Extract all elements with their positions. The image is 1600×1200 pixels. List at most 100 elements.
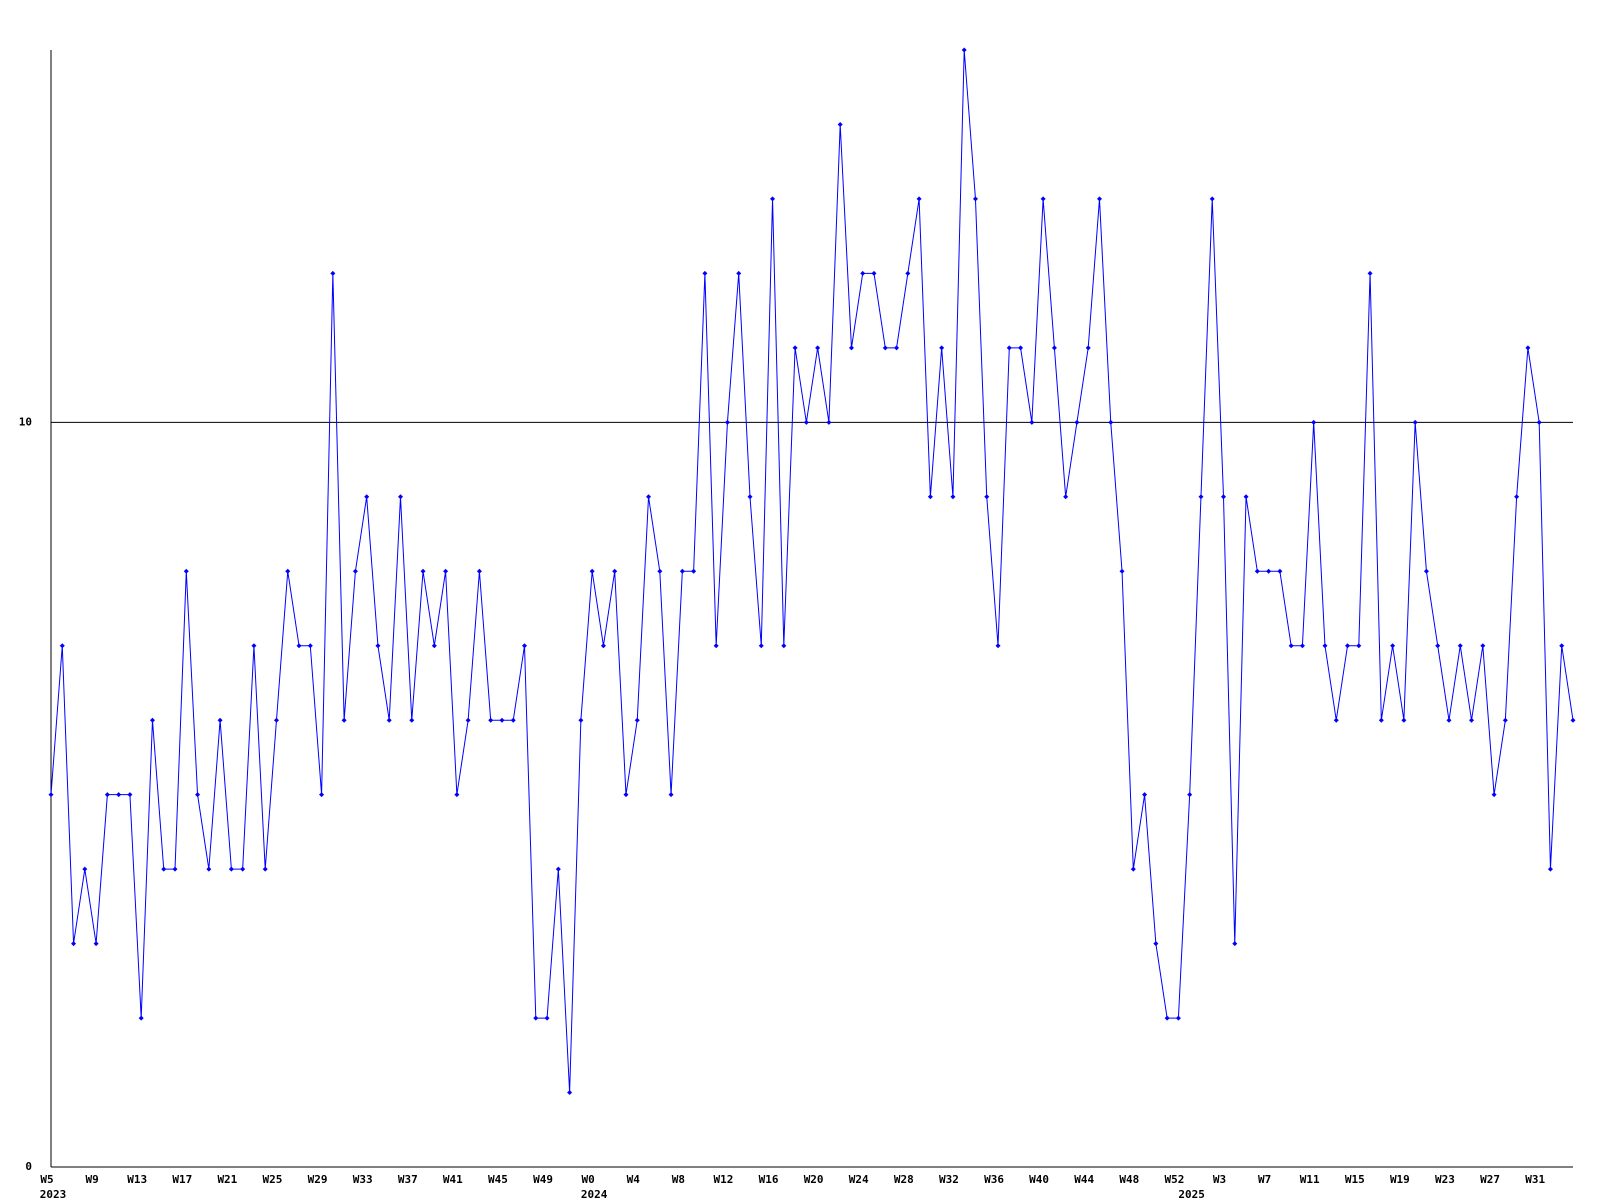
data-point (82, 866, 88, 872)
data-point (1051, 345, 1057, 351)
x-tick-label: W29 (308, 1173, 328, 1186)
x-tick-label: W7 (1258, 1173, 1271, 1186)
data-point (1142, 792, 1148, 798)
data-point (1322, 643, 1328, 649)
data-point (1367, 270, 1373, 276)
data-point (1525, 345, 1531, 351)
data-point (544, 1015, 550, 1021)
data-point (1446, 717, 1452, 723)
x-tick-label: W15 (1345, 1173, 1365, 1186)
data-point (1085, 345, 1091, 351)
data-point (1299, 643, 1305, 649)
x-tick-label: W31 (1525, 1173, 1545, 1186)
data-point (375, 643, 381, 649)
data-point (488, 717, 494, 723)
data-point (916, 196, 922, 202)
data-point (1119, 568, 1125, 574)
x-tick-label: W5 (40, 1173, 53, 1186)
data-point (826, 419, 832, 425)
data-point (815, 345, 821, 351)
data-point (59, 643, 65, 649)
data-point (431, 643, 437, 649)
x-tick-label: W32 (939, 1173, 959, 1186)
data-point (736, 270, 742, 276)
data-point (1153, 941, 1159, 947)
data-point (1277, 568, 1283, 574)
x-tick-label: W36 (984, 1173, 1004, 1186)
data-point (894, 345, 900, 351)
x-tick-label: W20 (804, 1173, 824, 1186)
data-point (848, 345, 854, 351)
data-point (724, 419, 730, 425)
data-point (296, 643, 302, 649)
data-point (1480, 643, 1486, 649)
data-point (972, 196, 978, 202)
data-point (1254, 568, 1260, 574)
data-point (927, 494, 933, 500)
x-tick-label: W16 (759, 1173, 779, 1186)
data-point (443, 568, 449, 574)
data-point (939, 345, 945, 351)
data-point (341, 717, 347, 723)
year-label: 2024 (581, 1188, 608, 1200)
data-point (837, 121, 843, 127)
data-point (319, 792, 325, 798)
x-tick-label: W40 (1029, 1173, 1049, 1186)
y-tick-label: 0 (25, 1160, 32, 1173)
data-point (781, 643, 787, 649)
x-tick-label: W24 (849, 1173, 869, 1186)
year-label: 2025 (1178, 1188, 1205, 1200)
data-point (172, 866, 178, 872)
data-point (612, 568, 618, 574)
data-point (1040, 196, 1046, 202)
data-point (499, 717, 505, 723)
data-point (634, 717, 640, 723)
data-point (600, 643, 606, 649)
data-line (50, 49, 1574, 1093)
x-tick-label: W25 (263, 1173, 283, 1186)
data-point (1345, 643, 1351, 649)
x-tick-label: W12 (714, 1173, 734, 1186)
data-point (1221, 494, 1227, 500)
x-tick-label: W17 (172, 1173, 192, 1186)
data-point (1187, 792, 1193, 798)
data-point (161, 866, 167, 872)
data-point (262, 866, 268, 872)
data-point (409, 717, 415, 723)
data-point (803, 419, 809, 425)
data-point (747, 494, 753, 500)
data-point (251, 643, 257, 649)
x-tick-label: W11 (1300, 1173, 1320, 1186)
x-tick-label: W9 (85, 1173, 98, 1186)
x-tick-label: W23 (1435, 1173, 1455, 1186)
year-label: 2023 (40, 1188, 67, 1200)
data-point (1356, 643, 1362, 649)
data-point (48, 792, 54, 798)
data-point (1412, 419, 1418, 425)
data-point (1401, 717, 1407, 723)
data-point (555, 866, 561, 872)
data-point (792, 345, 798, 351)
data-point (420, 568, 426, 574)
data-point (364, 494, 370, 500)
data-point (149, 717, 155, 723)
data-point (397, 494, 403, 500)
data-point (71, 941, 77, 947)
data-point (623, 792, 629, 798)
data-point (1096, 196, 1102, 202)
data-point (1063, 494, 1069, 500)
data-point (1074, 419, 1080, 425)
data-point (522, 643, 528, 649)
data-point (1232, 941, 1238, 947)
x-tick-label: W44 (1074, 1173, 1094, 1186)
data-point (510, 717, 516, 723)
data-point (285, 568, 291, 574)
data-point (206, 866, 212, 872)
data-point (589, 568, 595, 574)
data-point (93, 941, 99, 947)
data-point (1029, 419, 1035, 425)
x-tick-label: W33 (353, 1173, 373, 1186)
data-point (533, 1015, 539, 1021)
x-tick-label: W41 (443, 1173, 463, 1186)
